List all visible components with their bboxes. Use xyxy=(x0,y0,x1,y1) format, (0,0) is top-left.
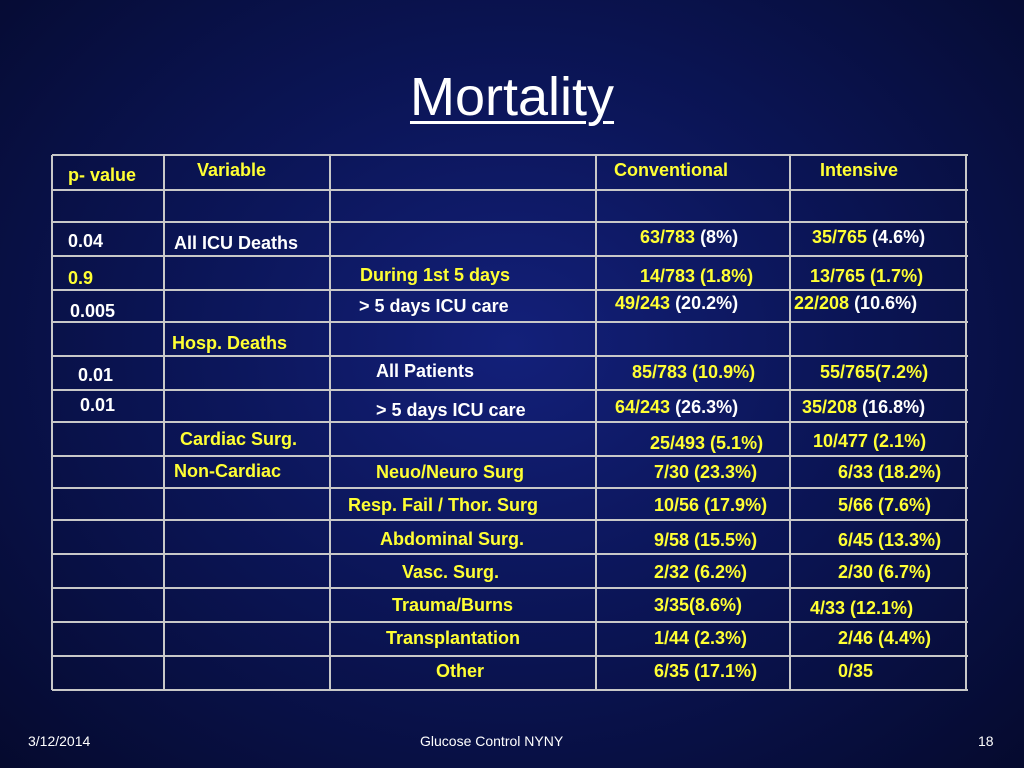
conv-hosp-all: 85/783 (10.9%) xyxy=(632,362,756,382)
int-trauma: 4/33 (12.1%) xyxy=(810,598,914,618)
footer-title: Glucose Control NYNY xyxy=(420,733,564,749)
label-icu-gt5-days: > 5 days ICU care xyxy=(359,296,509,316)
int-vasc: 2/30 (6.7%) xyxy=(838,562,932,582)
header-pvalue: p- value xyxy=(68,165,137,185)
pvalue-icu-gt5: 0.005 xyxy=(70,301,116,321)
label-all-icu-deaths: All ICU Deaths xyxy=(174,233,299,253)
conv-trauma: 3/35(8.6%) xyxy=(654,595,743,615)
slide-title: Mortality xyxy=(409,67,615,127)
conv-transplantation: 1/44 (2.3%) xyxy=(654,628,748,648)
conv-cardiac: 25/493 (5.1%) xyxy=(650,433,764,453)
int-icu-5d: 13/765 (1.7%) xyxy=(810,266,924,286)
label-transplantation: Transplantation xyxy=(386,628,521,648)
int-hosp-gt5: 35/208 (16.8%) xyxy=(802,397,926,417)
int-icu-gt5: 22/208 (10.6%) xyxy=(794,293,918,313)
label-hosp-gt5-days: > 5 days ICU care xyxy=(376,400,526,420)
int-abdominal: 6/45 (13.3%) xyxy=(838,530,942,550)
label-neuro-surg: Neuo/Neuro Surg xyxy=(376,462,525,482)
conv-icu-all: 63/783 (8%) xyxy=(640,227,739,247)
label-hosp-deaths: Hosp. Deaths xyxy=(172,333,288,353)
int-cardiac: 10/477 (2.1%) xyxy=(813,431,927,451)
pvalue-hosp-all: 0.01 xyxy=(78,365,114,385)
int-other: 0/35 xyxy=(838,661,874,681)
label-all-patients: All Patients xyxy=(376,361,475,381)
int-hosp-all: 55/765(7.2%) xyxy=(820,362,929,382)
int-icu-all: 35/765 (4.6%) xyxy=(812,227,926,247)
int-neuro: 6/33 (18.2%) xyxy=(838,462,942,482)
conv-other: 6/35 (17.1%) xyxy=(654,661,758,681)
label-trauma-burns: Trauma/Burns xyxy=(392,595,514,615)
conv-abdominal: 9/58 (15.5%) xyxy=(654,530,758,550)
pvalue-icu-5d: 0.9 xyxy=(68,268,94,288)
pvalue-hosp-gt5: 0.01 xyxy=(80,395,116,415)
int-transplantation: 2/46 (4.4%) xyxy=(838,628,932,648)
conv-neuro: 7/30 (23.3%) xyxy=(654,462,758,482)
header-conventional: Conventional xyxy=(614,160,729,180)
header-variable: Variable xyxy=(197,160,267,180)
label-other: Other xyxy=(436,661,485,681)
conv-hosp-gt5: 64/243 (26.3%) xyxy=(615,397,739,417)
conv-vasc: 2/32 (6.2%) xyxy=(654,562,748,582)
conv-icu-5d: 14/783 (1.8%) xyxy=(640,266,754,286)
conv-resp: 10/56 (17.9%) xyxy=(654,495,768,515)
footer-page-number: 18 xyxy=(978,733,994,749)
conv-icu-gt5: 49/243 (20.2%) xyxy=(615,293,739,313)
label-cardiac-surg: Cardiac Surg. xyxy=(180,429,298,449)
label-resp-fail: Resp. Fail / Thor. Surg xyxy=(348,495,539,515)
int-resp: 5/66 (7.6%) xyxy=(838,495,932,515)
pvalue-icu-all: 0.04 xyxy=(68,231,104,251)
label-non-cardiac: Non-Cardiac xyxy=(174,461,282,481)
label-vasc-surg: Vasc. Surg. xyxy=(402,562,500,582)
label-abdominal-surg: Abdominal Surg. xyxy=(380,529,524,549)
label-during-first-5-days: During 1st 5 days xyxy=(360,265,511,285)
footer-date: 3/12/2014 xyxy=(28,733,91,749)
header-intensive: Intensive xyxy=(820,160,899,180)
